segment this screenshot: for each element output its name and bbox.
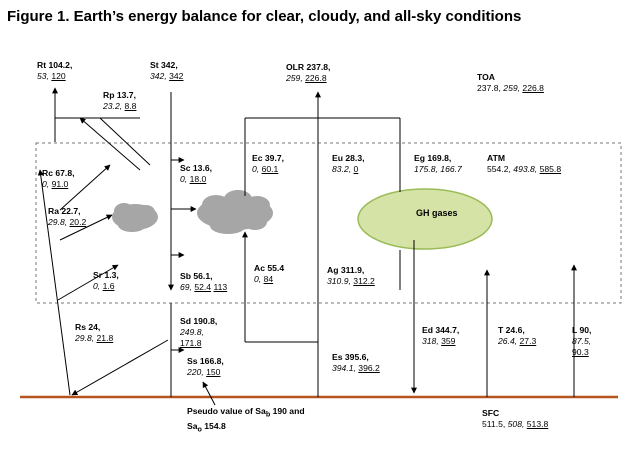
atmosphere-box bbox=[35, 142, 622, 304]
label-sr: Sr 1.3, 0, 1.6 bbox=[93, 270, 119, 291]
arrow-rc bbox=[59, 164, 111, 211]
label-t: T 24.6, 26.4, 27.3 bbox=[498, 325, 537, 346]
label-rs: Rs 24, 29.8, 21.8 bbox=[75, 322, 114, 343]
label-sc: Sc 13.6, 0, 18.0 bbox=[180, 163, 213, 184]
arrow-ss bbox=[202, 381, 216, 406]
label-rp: Rp 13.7, 23.2, 8.8 bbox=[103, 90, 137, 111]
label-ss: Ss 166.8, 220, 150 bbox=[187, 356, 224, 377]
label-sb: Sb 56.1, 69, 52.4 113 bbox=[180, 271, 228, 292]
arrow-ra bbox=[59, 214, 113, 241]
label-ra: Ra 22.7, 29.8, 20.2 bbox=[48, 206, 87, 227]
label-rc: Rc 67.8, 0, 91.0 bbox=[42, 168, 75, 189]
label-ag: Ag 311.9, 310.9, 312.2 bbox=[327, 265, 375, 286]
label-sfc: SFC 511.5, 508, 513.8 bbox=[482, 408, 549, 429]
label-l: L 90, 87.5, 90.3 bbox=[572, 325, 592, 357]
label-eg: Eg 169.8, 175.8, 166.7 bbox=[414, 153, 462, 174]
label-toa: TOA 237.8, 259, 226.8 bbox=[477, 72, 544, 93]
figure-title: Figure 1. Earth’s energy balance for cle… bbox=[7, 8, 522, 25]
label-ec: Ec 39.7, 0, 60.1 bbox=[252, 153, 285, 174]
arrow-sr bbox=[57, 264, 119, 301]
large-cloud bbox=[197, 190, 273, 234]
label-pseudo: Pseudo value of Sab 190 and Sao 154.8 bbox=[187, 406, 305, 434]
label-ed: Ed 344.7, 318, 359 bbox=[422, 325, 460, 346]
label-sd: Sd 190.8, 249.8, 171.8 bbox=[180, 316, 218, 348]
arrow-rp-diag1 bbox=[79, 117, 141, 171]
arrow-rp-diag2 bbox=[99, 117, 151, 166]
small-cloud bbox=[112, 203, 158, 232]
label-st: St 342, 342, 342 bbox=[150, 60, 184, 81]
label-atm: ATM 554.2, 493.8, 585.8 bbox=[487, 153, 562, 174]
arrow-rs-1 bbox=[37, 169, 71, 396]
label-es: Es 395.6, 394.1, 396.2 bbox=[332, 352, 380, 373]
label-olr: OLR 237.8, 259, 226.8 bbox=[286, 62, 331, 83]
gh-gases-label: GH gases bbox=[416, 208, 458, 218]
label-eu: Eu 28.3, 83.2, 0 bbox=[332, 153, 365, 174]
gh-gases-ellipse bbox=[357, 188, 493, 250]
label-rt: Rt 104.2, 53, 120 bbox=[37, 60, 73, 81]
label-ac: Ac 55.4 0, 84 bbox=[254, 263, 285, 284]
arrow-rs-2 bbox=[71, 339, 169, 396]
